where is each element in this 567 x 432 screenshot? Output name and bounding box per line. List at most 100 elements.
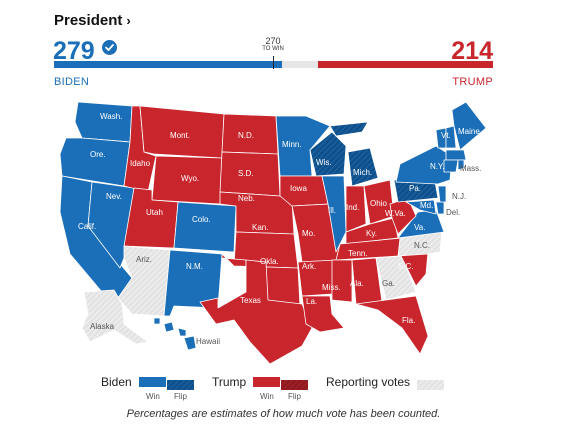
state-ak — [81, 289, 149, 345]
chevron-right-icon: › — [126, 13, 131, 28]
state-tx — [199, 259, 313, 364]
label-ne: Neb. — [238, 194, 255, 203]
footnote: Percentages are estimates of how much vo… — [126, 408, 441, 420]
state-hi-4 — [183, 335, 197, 351]
state-hi-3 — [177, 327, 187, 337]
state-fl — [355, 295, 429, 355]
label-mass: Mass. — [460, 164, 481, 173]
biden-label: BIDEN — [54, 76, 90, 88]
state-wa — [74, 101, 133, 143]
label-ia: Iowa — [290, 184, 307, 193]
legend-biden-win-label: Win — [146, 392, 160, 401]
label-va: Va. — [414, 223, 425, 232]
label-hi: Hawaii — [196, 337, 220, 346]
label-ut: Utah — [146, 208, 163, 217]
label-ky: Ky. — [366, 229, 377, 238]
label-az: Ariz. — [136, 255, 152, 264]
label-fl: Fla. — [402, 316, 415, 325]
label-ms: Miss. — [322, 283, 341, 292]
legend-biden-flip-swatch — [167, 377, 194, 390]
label-ca: Calif. — [78, 222, 96, 231]
legend-trump-win-swatch — [253, 377, 280, 387]
state-nh — [445, 125, 457, 149]
state-ma — [445, 149, 467, 161]
legend-reporting-label: Reporting votes — [326, 375, 411, 389]
legend-biden-flip-label: Flip — [174, 392, 187, 401]
label-wi: Wis. — [316, 158, 332, 167]
label-ok: Okla. — [260, 257, 279, 266]
race-title: President — [54, 12, 123, 29]
legend-trump-flip-label: Flip — [288, 392, 301, 401]
label-oh: Ohio — [370, 199, 387, 208]
label-id: Idaho — [130, 159, 151, 168]
label-il: Ill. — [328, 206, 336, 215]
label-md: Md. — [420, 201, 433, 210]
label-nm: N.M. — [186, 262, 203, 271]
label-me: Maine — [458, 127, 480, 136]
state-ny — [395, 145, 453, 185]
legend-trump-flip-swatch — [281, 377, 308, 390]
label-wy: Wyo. — [181, 174, 199, 183]
label-or: Ore. — [90, 150, 106, 159]
legend-biden-label: Biden — [101, 375, 132, 389]
legend-trump-label: Trump — [212, 375, 247, 389]
state-hi-1 — [153, 317, 161, 325]
state-ct — [443, 159, 459, 173]
legend-reporting-swatch — [417, 377, 444, 390]
trump-bar-fill — [318, 61, 493, 68]
trump-electoral-votes: 214 — [451, 37, 493, 65]
state-nj — [437, 185, 447, 203]
label-ak: Alaska — [90, 322, 115, 331]
label-tx: Texas — [240, 296, 261, 305]
trump-label: TRUMP — [452, 76, 493, 88]
state-mi-up — [329, 121, 369, 137]
state-ms — [331, 259, 353, 303]
label-mn: Minn. — [282, 140, 302, 149]
state-in — [345, 185, 367, 233]
label-wv: W.Va. — [385, 209, 406, 218]
label-ark: Ark. — [302, 262, 316, 271]
label-nv: Nev. — [106, 192, 122, 201]
state-ga — [375, 255, 417, 301]
label-in: Ind. — [346, 203, 359, 212]
label-ks: Kan. — [252, 223, 268, 232]
to-win-marker: 270 TO WIN — [256, 37, 290, 53]
label-la: La. — [306, 297, 317, 306]
state-mt — [139, 105, 225, 159]
legend-biden-win-swatch — [139, 377, 166, 387]
label-mi: Mich. — [353, 168, 372, 177]
winner-check-icon — [102, 40, 117, 55]
label-nc: N.C. — [414, 241, 430, 250]
race-header[interactable]: President › — [54, 12, 131, 29]
state-me — [451, 101, 487, 151]
label-pa: Pa. — [409, 184, 421, 193]
biden-bar-fill — [54, 61, 282, 68]
state-ri — [457, 159, 465, 171]
label-co: Colo. — [192, 215, 211, 224]
label-mt: Mont. — [170, 131, 190, 140]
label-de: Del. — [446, 208, 460, 217]
label-sd: S.D. — [238, 169, 254, 178]
label-nd: N.D. — [238, 131, 254, 140]
label-ga: Ga. — [382, 279, 395, 288]
label-mo: Mo. — [302, 229, 315, 238]
legend-trump-win-label: Win — [260, 392, 274, 401]
biden-electoral-votes: 279 — [53, 37, 95, 65]
label-sc: S.C. — [398, 262, 414, 271]
to-win-label: TO WIN — [262, 46, 284, 52]
state-la — [301, 295, 345, 333]
us-electoral-map: Wash. Ore. Calif. Nev. Idaho Mont. Wyo. … — [59, 101, 487, 364]
to-win-number: 270 — [265, 36, 281, 46]
label-vt: Vt. — [441, 131, 451, 140]
label-nj: N.J. — [452, 192, 466, 201]
state-hi-2 — [163, 321, 175, 333]
state-wi — [309, 131, 347, 177]
label-al: Ala. — [350, 279, 364, 288]
label-wa: Wash. — [100, 112, 122, 121]
label-tn: Tenn. — [348, 249, 368, 258]
state-il — [321, 175, 347, 253]
state-md — [405, 199, 437, 215]
to-win-tick — [273, 56, 274, 69]
label-ny: N.Y. — [430, 162, 445, 171]
state-co — [173, 201, 237, 253]
